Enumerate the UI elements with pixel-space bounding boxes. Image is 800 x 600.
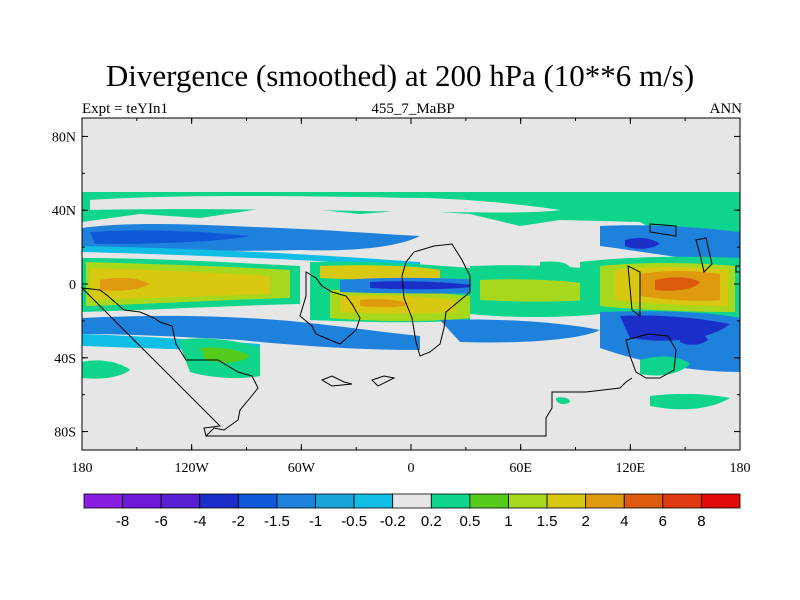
- y-tick-label-4: 80S: [54, 426, 76, 441]
- colorbar-label-14: 6: [659, 513, 667, 530]
- y-tick-label-0: 80N: [52, 130, 76, 145]
- y-tick-label-1: 40N: [52, 204, 76, 219]
- coastline-sa-southern: [320, 375, 353, 387]
- colorbar-label-2: -4: [193, 513, 206, 530]
- coastline-australia: [625, 333, 677, 379]
- colorbar-label-5: -1: [309, 513, 322, 530]
- coastline-west-na: [80, 287, 259, 437]
- field-sh-green-2: [82, 360, 130, 379]
- colorbar-swatch-0: [83, 493, 123, 509]
- x-tick-label-4: 60E: [509, 461, 532, 476]
- colorbar-swatch-3: [199, 493, 239, 509]
- coastline-africa: [401, 243, 471, 357]
- field-sh-green-4: [650, 393, 730, 410]
- x-tick-label-1: 120W: [175, 461, 210, 476]
- colorbar-label-3: -2: [232, 513, 245, 530]
- colorbar-label-8: 0.2: [421, 513, 442, 530]
- colorbar-label-12: 2: [581, 513, 589, 530]
- colorbar-swatch-4: [237, 493, 278, 509]
- field-trop-atl-orange: [360, 299, 410, 308]
- x-tick-label-0: 180: [72, 461, 93, 476]
- field-nh-cyan-strip: [82, 246, 420, 268]
- colorbar-swatch-7: [353, 493, 394, 509]
- x-tick-label-6: 180: [730, 461, 751, 476]
- season-label: ANN: [709, 101, 743, 117]
- y-tick-label-3: 40S: [54, 352, 76, 367]
- axis-ticks: [81, 118, 741, 450]
- field-io-yellow: [480, 279, 590, 302]
- colorbar-swatch-12: [546, 493, 587, 509]
- field-sh-green-5: [540, 261, 570, 270]
- field-sh-pac-negative-deep: [680, 331, 708, 345]
- colorbar-swatch-9: [430, 493, 471, 509]
- chart-title: Divergence (smoothed) at 200 hPa (10**6 …: [105, 58, 695, 93]
- colorbar-label-7: -0.2: [380, 513, 406, 530]
- coastline-east-asia: [627, 265, 641, 317]
- y-tick-label-2: 0: [69, 278, 76, 293]
- field-nh-pac-blue-core: [625, 237, 660, 249]
- colorbar-swatch-2: [160, 493, 201, 509]
- colorbar-label-6: -0.5: [341, 513, 367, 530]
- coastline-africa-southern: [371, 375, 396, 387]
- colorbar-label-1: -6: [155, 513, 168, 530]
- field-sh-green-6: [556, 397, 570, 405]
- colorbar-swatch-14: [623, 493, 664, 509]
- period-label: 455_7_MaBP: [371, 101, 455, 117]
- map-area: [80, 117, 741, 451]
- colorbar-label-15: 8: [697, 513, 705, 530]
- field-nh-negative-core: [90, 230, 250, 244]
- colorbar-label-10: 1: [504, 513, 512, 530]
- field-trop-positive-orange: [100, 277, 150, 291]
- colorbar-label-4: -1.5: [264, 513, 290, 530]
- field-sh-green-1-inner: [200, 347, 250, 363]
- colorbar-swatch-16: [701, 493, 741, 509]
- coastline-south-america: [299, 271, 361, 345]
- colorbar-label-0: -8: [116, 513, 129, 530]
- field-nh-white-streak: [90, 196, 560, 213]
- contour-fields: [82, 192, 740, 410]
- colorbar-label-13: 4: [620, 513, 628, 530]
- colorbar: -8 -6 -4 -2 -1.5 -1 -0.5 -0.2 0.2 0.5 1 1.5 2 4 6 8: [83, 493, 741, 530]
- colorbar-swatch-6: [315, 493, 355, 509]
- field-trop-positive-gold: [90, 268, 270, 300]
- field-wp-dark-orange: [655, 277, 700, 291]
- experiment-label: Expt = teYIn1: [82, 101, 168, 117]
- colorbar-label-11: 1.5: [537, 513, 558, 530]
- colorbar-swatch-10: [469, 493, 509, 509]
- x-tick-label-3: 0: [408, 461, 415, 476]
- field-nh-pac-blue: [600, 225, 740, 262]
- field-trop-atl-top: [320, 265, 440, 280]
- colorbar-swatch-13: [585, 493, 625, 509]
- field-sh-io-negative: [440, 319, 600, 343]
- x-tick-label-5: 120E: [616, 461, 646, 476]
- colorbar-swatch-1: [122, 493, 162, 509]
- x-tick-label-2: 60W: [288, 461, 316, 476]
- axis-labels: 180 120W 60W 0 60E 120E 180 80N 40N 0 40S 80S: [52, 130, 751, 476]
- coastline-antarctica: [206, 377, 633, 437]
- field-eq-negative-core: [370, 281, 480, 290]
- coastline-asia-east: [695, 237, 713, 273]
- colorbar-swatch-5: [276, 493, 316, 509]
- coastlines: [80, 223, 741, 437]
- coastline-asia-north: [649, 223, 677, 237]
- colorbar-label-9: 0.5: [459, 513, 480, 530]
- colorbar-swatch-8: [392, 493, 432, 509]
- field-sh-green-3: [640, 356, 690, 376]
- colorbar-swatch-11: [508, 493, 548, 509]
- colorbar-swatch-15: [662, 493, 702, 509]
